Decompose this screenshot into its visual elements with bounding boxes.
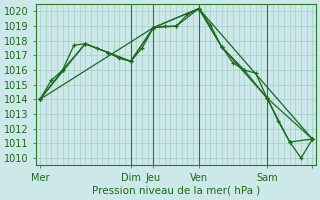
X-axis label: Pression niveau de la mer( hPa ): Pression niveau de la mer( hPa )	[92, 186, 260, 196]
